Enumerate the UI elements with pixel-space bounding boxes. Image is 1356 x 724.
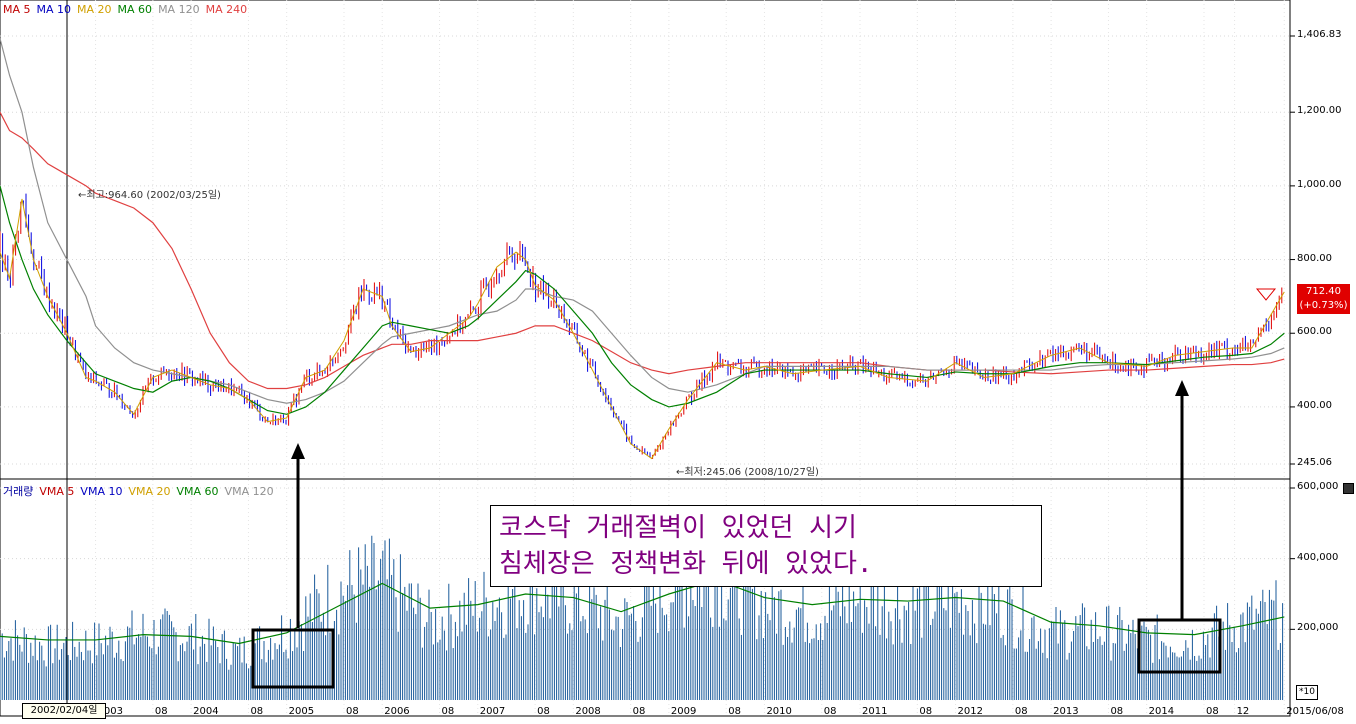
date-tick-label: 2003	[97, 706, 123, 717]
legend-item: MA 60	[117, 3, 153, 16]
date-tick-label: 08	[1206, 706, 1219, 717]
date-tick-label: 08	[250, 706, 264, 717]
date-tick-label: 2006	[384, 706, 410, 717]
date-tick-label: 2013	[1053, 706, 1079, 717]
volume-ma-line	[0, 579, 1285, 645]
annotation-line-1: 코스닥 거래절벽이 있었던 시기	[499, 513, 857, 543]
high-annotation: ←최고:964.60 (2002/03/25일)	[78, 190, 221, 201]
volume-highlight-2004	[251, 628, 335, 689]
date-tick-label: 08	[919, 706, 933, 717]
volume-legend: 거래량 VMA 5 VMA 10 VMA 20 VMA 60 VMA 120	[3, 483, 280, 499]
legend-item: VMA 60	[176, 485, 219, 498]
price-tick-label: 400.00	[1297, 399, 1332, 411]
date-tick-label: 08	[537, 706, 550, 717]
date-tick-label: 08	[632, 706, 646, 717]
legend-item: MA 5	[3, 3, 31, 16]
arrow-2004-head	[291, 443, 305, 459]
date-tick-label: 2012	[957, 706, 983, 717]
date-tick-label: 08	[154, 706, 168, 717]
plot-frame	[0, 0, 1291, 717]
last-change: (+0.73%)	[1299, 300, 1348, 311]
annotation-line-2: 침체장은 정책변화 뒤에 있었다.	[499, 549, 873, 579]
date-tick-label: 08	[346, 706, 359, 717]
legend-item: MA 120	[158, 3, 200, 16]
price-ma-line	[0, 198, 1285, 460]
volume-highlight-2014	[1137, 618, 1222, 674]
legend-item: VMA 20	[128, 485, 171, 498]
price-tick-label: 245.06	[1297, 457, 1332, 468]
date-tick-label: 2010	[766, 706, 792, 717]
legend-item: VMA 5	[39, 485, 75, 498]
price-tick-label: 1,200.00	[1297, 105, 1342, 117]
legend-item: MA 10	[36, 3, 72, 16]
volume-tick-label: 200,000	[1297, 622, 1339, 634]
date-tick-label: 2004	[193, 706, 219, 717]
multiplier-button[interactable]: *10	[1296, 685, 1318, 700]
price-tick-label: 1,406.83	[1297, 29, 1342, 40]
date-tick-label: 2009	[670, 706, 697, 717]
date-tick-label: 2014	[1148, 706, 1175, 717]
date-tick-label: 08	[441, 706, 455, 717]
date-tick-label: 08	[823, 706, 837, 717]
date-tick-label: 2005	[288, 706, 315, 717]
last-price: 712.40	[1306, 286, 1341, 297]
date-tick-label: 2008	[575, 706, 601, 717]
date-tick-label: 2015/06/08	[1286, 706, 1344, 717]
date-tick-label: 12	[1236, 706, 1250, 717]
legend-item: 거래량	[3, 485, 34, 498]
date-tick-label: 08	[728, 706, 741, 717]
low-annotation: ←최저:245.06 (2008/10/27일)	[676, 467, 819, 478]
price-legend: MA 5 MA 10 MA 20 MA 60 MA 120 MA 240	[3, 3, 253, 16]
close-icon[interactable]	[1343, 483, 1354, 494]
price-ma-line	[0, 185, 1285, 415]
last-price-marker	[1255, 288, 1277, 301]
legend-item: VMA 120	[224, 485, 274, 498]
price-tick-label: 600.00	[1297, 326, 1332, 338]
price-ma-line	[0, 111, 1285, 390]
legend-item: MA 240	[205, 3, 248, 16]
annotation-text-box: 코스닥 거래절벽이 있었던 시기 침체장은 정책변화 뒤에 있었다.	[490, 505, 1042, 587]
volume-tick-label: 400,000	[1297, 551, 1339, 563]
price-ma-line	[0, 38, 1285, 404]
legend-item: VMA 10	[80, 485, 123, 498]
price-tick-label: 1,000.00	[1297, 178, 1342, 190]
date-tick-label: 08	[1110, 706, 1124, 717]
volume-tick-label: 600,000	[1297, 481, 1339, 492]
arrow-2014-head	[1175, 380, 1189, 396]
date-tick-label: 2011	[862, 706, 888, 717]
legend-item: MA 20	[77, 3, 112, 16]
last-price-badge: 712.40 (+0.73%)	[1297, 284, 1350, 314]
date-tick-label: 08	[1014, 706, 1028, 717]
price-tick-label: 800.00	[1297, 252, 1332, 264]
date-tick-label: 2007	[479, 706, 506, 717]
cursor-date-label: 2002/02/04일	[22, 703, 106, 719]
